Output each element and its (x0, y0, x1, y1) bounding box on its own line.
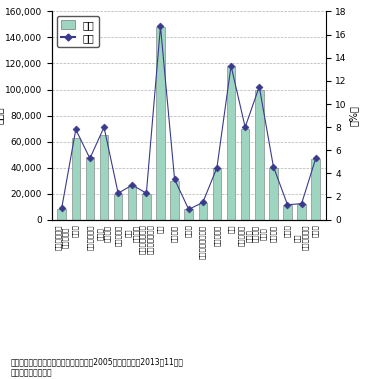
Bar (86, 157, 94, 220)
Bar (199, 203, 207, 220)
Bar (227, 66, 235, 220)
Legend: 件数, 比率: 件数, 比率 (57, 16, 98, 47)
Bar (241, 128, 249, 220)
Bar (312, 158, 320, 220)
Bar (128, 185, 137, 220)
Y-axis label: （%）: （%） (348, 105, 358, 126)
Bar (269, 168, 278, 220)
Bar (114, 194, 122, 220)
Bar (156, 27, 165, 220)
Bar (142, 194, 151, 220)
Bar (283, 205, 292, 220)
Text: 資料：大阪商工会議所より提供。なお、2005年４月１日～2013年11月８
日までにつき集計。: 資料：大阪商工会議所より提供。なお、2005年４月１日～2013年11月８ 日ま… (11, 358, 184, 377)
Bar (71, 138, 80, 220)
Bar (100, 135, 108, 220)
Bar (255, 89, 263, 220)
Bar (170, 181, 179, 220)
Bar (57, 209, 66, 220)
Bar (185, 209, 193, 220)
Bar (213, 168, 221, 220)
Y-axis label: （件）: （件） (0, 107, 3, 124)
Bar (297, 204, 306, 220)
